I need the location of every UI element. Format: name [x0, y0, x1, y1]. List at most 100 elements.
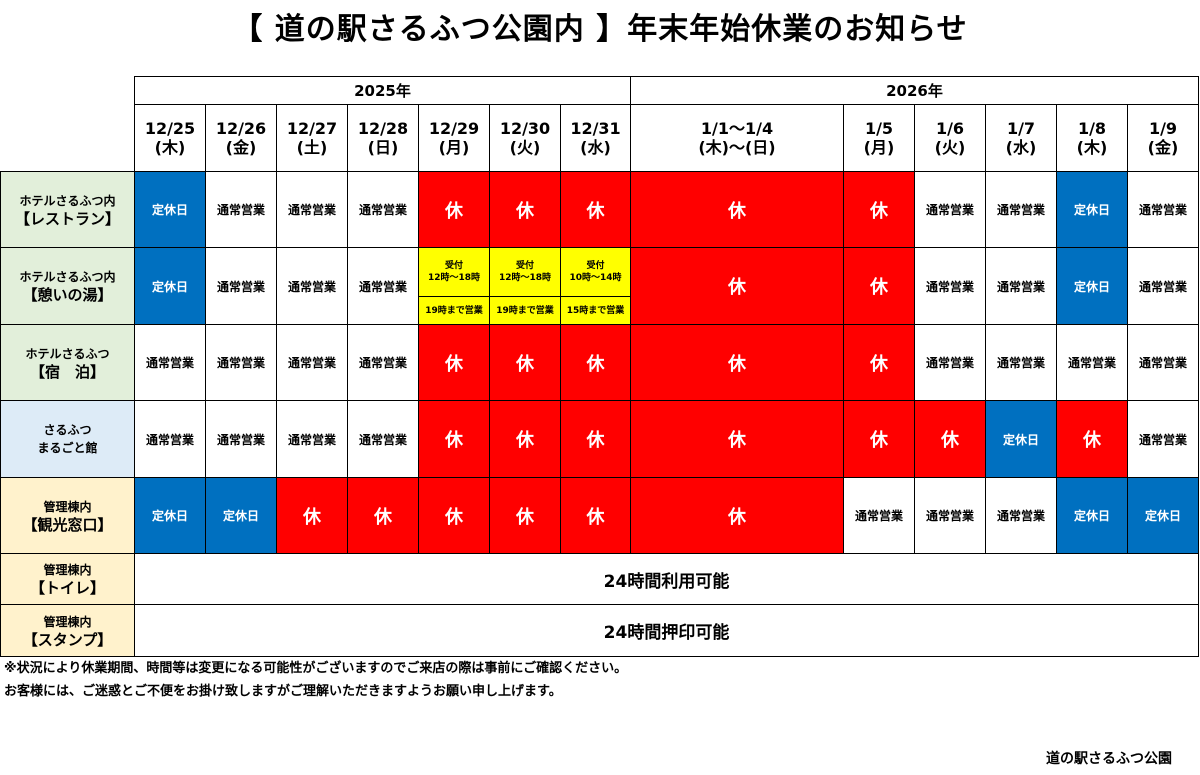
status-cell-closed: 休: [630, 247, 844, 325]
status-cell-open: 通常営業: [205, 324, 277, 401]
reception-time: 12時～18時: [427, 273, 481, 283]
date-label: 1/9: [1148, 119, 1178, 138]
note-line: お客様には、ご迷惑とご不便をお掛け致しますがご理解いただきますようお願い申し上げ…: [4, 684, 562, 699]
date-header: 1/9 (金): [1127, 104, 1199, 172]
status-cell-closed: 休: [560, 477, 631, 554]
status-cell-open: 通常営業: [134, 400, 206, 478]
facility-label: ホテルさるふつ 【宿 泊】: [0, 324, 135, 401]
date-header: 1/1～1/4 (木)～(日): [630, 104, 844, 172]
facility-location: 管理棟内: [43, 563, 92, 577]
status-cell-closed: 休: [843, 400, 915, 478]
status-cell-open: 通常営業: [347, 400, 419, 478]
reception-hours: 受付 12時～18時: [490, 249, 560, 297]
status-cell-closed: 休: [489, 477, 561, 554]
date-label: 12/31: [570, 119, 621, 138]
status-cell-regular: 定休日: [134, 477, 206, 554]
status-cell-closed: 休: [418, 324, 490, 401]
status-cell-regular: 定休日: [1056, 171, 1128, 248]
holiday-schedule-table: 2025年 2026年 12/25 (木) 12/26 (金) 12/27 (土) 12/28(…: [0, 76, 1199, 657]
status-cell-closed: 休: [560, 171, 631, 248]
all-day-availability: 24時間押印可能: [134, 604, 1199, 657]
reception-hours: 受付 12時～18時: [419, 249, 489, 297]
facility-label: 管理棟内 【トイレ】: [0, 553, 135, 605]
status-cell-open: 通常営業: [205, 171, 277, 248]
status-cell-closed: 休: [560, 400, 631, 478]
status-cell-open: 通常営業: [134, 324, 206, 401]
date-header: 12/25 (木): [134, 104, 206, 172]
facility-label: 管理棟内 【スタンプ】: [0, 604, 135, 657]
status-cell-closed: 休: [560, 324, 631, 401]
status-cell-regular: 定休日: [205, 477, 277, 554]
date-label: 1/1～1/4: [700, 119, 774, 138]
status-cell-closed: 休: [843, 247, 915, 325]
date-label: 1/8: [1077, 119, 1107, 138]
date-header: 1/5 (月): [843, 104, 915, 172]
status-cell-regular: 定休日: [985, 400, 1057, 478]
day-of-week: (金): [1147, 138, 1179, 157]
date-header: 12/30 (火): [489, 104, 561, 172]
facility-label: 管理棟内 【観光窓口】: [0, 477, 135, 554]
date-header: 12/28 (日): [347, 104, 419, 172]
day-of-week: (水): [580, 138, 611, 157]
facility-location: さるふつ: [43, 423, 92, 437]
facility-label: ホテルさるふつ内 【レストラン】: [0, 171, 135, 248]
status-cell-open: 通常営業: [1056, 324, 1128, 401]
status-cell-open: 通常営業: [347, 324, 419, 401]
closing-time: 19時まで営業: [496, 305, 554, 316]
year-header: 2026年: [630, 76, 1199, 105]
special-hours-cell: 受付 12時～18時 19時まで営業: [418, 247, 490, 325]
date-header: 1/8 (木): [1056, 104, 1128, 172]
status-cell-closed: 休: [1056, 400, 1128, 478]
status-cell-regular: 定休日: [1127, 477, 1199, 554]
status-cell-regular: 定休日: [1056, 477, 1128, 554]
facility-name: 【宿 泊】: [29, 362, 105, 381]
corner-blank: [0, 76, 135, 172]
status-cell-open: 通常営業: [914, 324, 986, 401]
special-hours-cell: 受付 10時～14時 15時まで営業: [560, 247, 631, 325]
facility-name: 【トイレ】: [29, 579, 105, 597]
day-of-week: (火): [509, 138, 541, 157]
facility-location: ホテルさるふつ内: [19, 193, 116, 208]
status-cell-closed: 休: [489, 324, 561, 401]
day-of-week: (月): [438, 138, 470, 157]
facility-location: ホテルさるふつ: [25, 346, 110, 361]
status-cell-open: 通常営業: [985, 477, 1057, 554]
date-header: 1/6 (火): [914, 104, 986, 172]
facility-label: さるふつ まるごと館: [0, 400, 135, 478]
day-of-week: (日): [367, 138, 399, 157]
day-of-week: (水): [1005, 138, 1037, 157]
status-cell-open: 通常営業: [843, 477, 915, 554]
facility-label: ホテルさるふつ内 【憩いの湯】: [0, 247, 135, 325]
reception-label: 受付: [444, 261, 463, 271]
note-line: ※状況により休業期間、時間等は変更になる可能性がございますのでご来店の際は事前に…: [4, 661, 628, 676]
page-title: 【 道の駅さるふつ公園内 】年末年始休業のお知らせ: [232, 12, 968, 47]
day-of-week: (木): [154, 138, 186, 157]
status-cell-closed: 休: [843, 171, 915, 248]
day-of-week: (木): [1076, 138, 1108, 157]
date-header: 12/29 (月): [418, 104, 490, 172]
status-cell-open: 通常営業: [1127, 400, 1199, 478]
date-label: 1/7: [1006, 119, 1036, 138]
signature: 道の駅さるふつ公園: [1046, 751, 1172, 767]
day-of-week: (金): [225, 138, 257, 157]
status-cell-regular: 定休日: [134, 171, 206, 248]
notes: ※状況により休業期間、時間等は変更になる可能性がございますのでご来店の際は事前に…: [4, 657, 627, 703]
facility-location: ホテルさるふつ内: [19, 270, 116, 284]
reception-time: 10時～14時: [569, 273, 622, 283]
status-cell-regular: 定休日: [1056, 247, 1128, 325]
reception-time: 12時～18時: [498, 273, 552, 283]
status-cell-open: 通常営業: [276, 324, 348, 401]
status-cell-open: 通常営業: [985, 247, 1057, 325]
year-header: 2025年: [134, 76, 631, 105]
status-cell-closed: 休: [630, 324, 844, 401]
reception-label: 受付: [586, 261, 605, 271]
date-label: 12/30: [499, 119, 551, 138]
status-cell-open: 通常営業: [985, 324, 1057, 401]
reception-hours: 受付 10時～14時: [561, 249, 630, 297]
date-header: 1/7 (水): [985, 104, 1057, 172]
status-cell-open: 通常営業: [1127, 171, 1199, 248]
status-cell-open: 通常営業: [914, 171, 986, 248]
facility-name: まるごと館: [37, 441, 98, 455]
status-cell-open: 通常営業: [914, 477, 986, 554]
status-cell-closed: 休: [418, 477, 490, 554]
